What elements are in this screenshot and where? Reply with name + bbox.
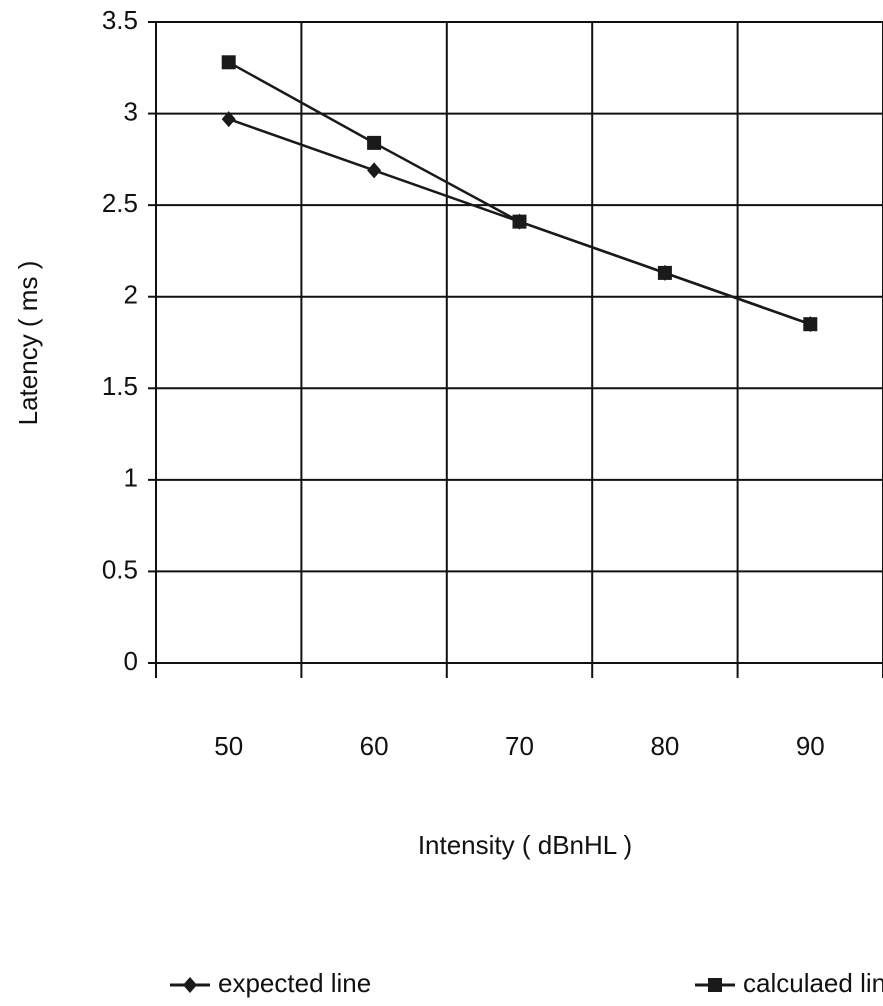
- line: [229, 62, 811, 324]
- x-tick-label: 50: [214, 731, 243, 761]
- y-tick-label: 1: [124, 463, 138, 493]
- marker: [803, 317, 817, 331]
- x-tick-label: 70: [505, 731, 534, 761]
- legend-label: calculaed line: [743, 968, 883, 998]
- legend-marker: [183, 977, 197, 993]
- legend-label: expected line: [218, 968, 371, 998]
- x-tick-label: 80: [650, 731, 679, 761]
- x-tick-label: 90: [796, 731, 825, 761]
- y-tick-label: 3: [124, 96, 138, 126]
- x-axis-title: Intensity ( dBnHL ): [418, 830, 632, 860]
- y-tick-label: 2.5: [102, 188, 138, 218]
- y-tick-label: 3.5: [102, 5, 138, 35]
- marker: [222, 55, 236, 69]
- marker: [513, 215, 527, 229]
- x-tick-label: 60: [360, 731, 389, 761]
- y-tick-label: 1.5: [102, 371, 138, 401]
- marker: [367, 136, 381, 150]
- y-axis-title: Latency ( ms ): [13, 261, 43, 426]
- y-tick-label: 0: [124, 646, 138, 676]
- y-tick-label: 0.5: [102, 554, 138, 584]
- marker: [367, 162, 381, 178]
- legend-marker: [708, 978, 722, 992]
- marker: [658, 266, 672, 280]
- y-tick-label: 2: [124, 280, 138, 310]
- chart: Latency ( ms ) Intensity ( dBnHL ) 0 0.5 1…: [0, 0, 883, 1006]
